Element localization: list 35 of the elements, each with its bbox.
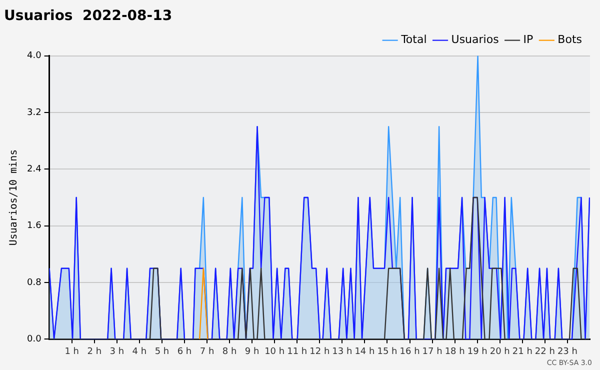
x-tick-label: 16 h bbox=[400, 346, 420, 357]
x-tick-label: 22 h bbox=[534, 346, 555, 357]
x-tick-label: 20 h bbox=[490, 346, 510, 357]
x-tick-label: 9 h bbox=[244, 346, 260, 357]
y-axis-title: Usuarios/10 mins bbox=[8, 149, 20, 246]
x-tick-label: 18 h bbox=[444, 346, 465, 357]
x-tick-label: 8 h bbox=[222, 346, 237, 357]
legend-label: IP bbox=[523, 33, 534, 46]
x-tick-label: 10 h bbox=[264, 346, 285, 357]
x-tick-label: 13 h bbox=[332, 346, 352, 357]
y-tick-label: 3.2 bbox=[26, 108, 42, 118]
x-tick-label: 3 h bbox=[110, 346, 124, 357]
x-tick-label: 11 h bbox=[287, 346, 308, 357]
x-tick-label: 6 h bbox=[177, 346, 192, 357]
chart-title: Usuarios 2022-08-13 bbox=[4, 8, 172, 24]
x-tick-label: 1 h bbox=[64, 346, 79, 357]
x-tick-label: 17 h bbox=[422, 346, 442, 357]
legend-label: Usuarios bbox=[451, 33, 500, 46]
y-tick-label: 0.0 bbox=[26, 334, 42, 345]
y-tick-label: 2.4 bbox=[26, 164, 42, 175]
y-tick-label: 4.0 bbox=[26, 51, 42, 62]
x-tick-label: 12 h bbox=[310, 346, 330, 357]
x-tick-label: 7 h bbox=[200, 346, 214, 357]
x-tick-label: 14 h bbox=[354, 346, 375, 357]
x-tick-label: 15 h bbox=[377, 346, 398, 357]
y-tick-label: 1.6 bbox=[26, 221, 42, 232]
x-tick-label: 19 h bbox=[467, 346, 488, 357]
y-tick-label: 0.8 bbox=[26, 278, 42, 288]
x-tick-label: 5 h bbox=[154, 346, 170, 357]
legend-label: Bots bbox=[558, 33, 582, 46]
legend-label: Total bbox=[400, 33, 427, 46]
x-tick-label: 2 h bbox=[87, 346, 102, 357]
x-tick-label: 4 h bbox=[132, 346, 147, 357]
x-tick-label: 23 h bbox=[557, 346, 578, 357]
x-tick-label: 21 h bbox=[512, 346, 532, 357]
